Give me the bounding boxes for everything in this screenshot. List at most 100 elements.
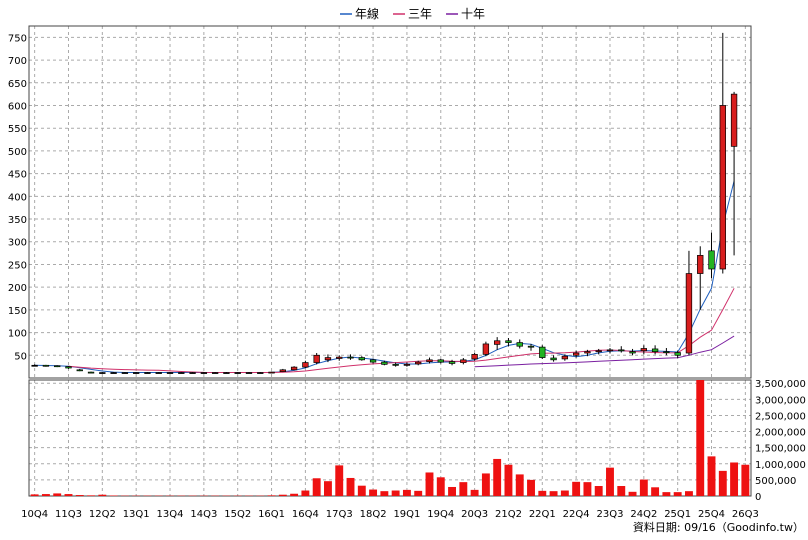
- volume-bar: [493, 458, 502, 496]
- volume-tick-label: 2,000,000: [755, 428, 806, 439]
- candle-body: [527, 345, 535, 348]
- x-tick-label: 21Q2: [495, 509, 522, 520]
- volume-bar: [639, 479, 648, 496]
- candle-body: [155, 372, 162, 374]
- volume-bar: [41, 494, 50, 496]
- candle-body: [76, 369, 83, 372]
- volume-bar: [312, 478, 321, 496]
- volume-bar: [75, 495, 84, 496]
- candle-body: [65, 366, 72, 369]
- volume-bar: [357, 485, 366, 496]
- volume-bar: [324, 481, 332, 496]
- x-tick-label: 20Q3: [461, 509, 488, 520]
- price-tick-label: 300: [8, 238, 27, 249]
- volume-bar: [335, 465, 344, 496]
- legend: 年線 三年 十年: [340, 6, 485, 21]
- candle-body: [42, 364, 50, 367]
- candle-body: [302, 362, 309, 368]
- volume-tick-label: 1,500,000: [755, 444, 806, 455]
- volume-plot-frame: [28, 379, 752, 497]
- candle-body: [358, 357, 365, 361]
- volume-bar: [425, 472, 434, 496]
- candle-body: [426, 359, 433, 362]
- volume-bar: [391, 490, 400, 496]
- x-tick-label: 12Q2: [89, 509, 116, 520]
- volume-bar: [594, 486, 603, 496]
- x-tick-label: 17Q3: [326, 509, 353, 520]
- volume-bar: [414, 490, 423, 496]
- price-tick-label: 50: [14, 351, 27, 362]
- candle-body: [448, 361, 456, 364]
- candle-body: [257, 372, 264, 374]
- candle-body: [516, 342, 523, 347]
- volume-bar: [369, 489, 378, 496]
- x-tick-label: 15Q2: [224, 509, 251, 520]
- source-date-label: 資料日期: 09/16（Goodinfo.tw）: [633, 520, 804, 534]
- volume-bar: [504, 464, 513, 496]
- volume-bar: [64, 494, 73, 496]
- candle-body: [245, 372, 253, 374]
- price-tick-label: 700: [8, 56, 27, 67]
- price-tick-label: 250: [8, 260, 27, 271]
- candle-body: [471, 354, 478, 360]
- volume-bar: [741, 464, 750, 496]
- x-tick-label: 19Q4: [427, 509, 454, 520]
- candle-body: [730, 93, 738, 147]
- x-tick-label: 25Q1: [664, 509, 691, 520]
- candle-body: [110, 372, 117, 374]
- candle-body: [54, 365, 61, 368]
- plot-frames: [28, 25, 752, 497]
- candle-body: [663, 351, 670, 354]
- price-plot-frame: [28, 25, 752, 379]
- candle-body: [550, 357, 557, 361]
- volume-bar: [87, 495, 95, 496]
- candle-body: [685, 273, 693, 354]
- x-tick-label: 10Q4: [21, 509, 48, 520]
- x-tick-label: 23Q3: [597, 509, 624, 520]
- candle-body: [403, 364, 411, 366]
- volume-bar: [527, 479, 535, 496]
- volume-bar: [628, 491, 637, 496]
- candle-body: [347, 356, 354, 359]
- candle-body: [381, 361, 388, 365]
- volume-bar: [436, 477, 445, 496]
- volume-bar: [549, 491, 558, 496]
- candle-body: [133, 372, 140, 374]
- x-tick-label: 26Q3: [732, 509, 759, 520]
- candle-body: [697, 255, 704, 274]
- x-tick-label: 19Q1: [393, 509, 420, 520]
- candle-body: [708, 250, 715, 270]
- candle-body: [392, 364, 399, 366]
- x-tick-label: 11Q3: [55, 509, 82, 520]
- x-tick-label: 25Q4: [698, 509, 725, 520]
- candle-body: [87, 371, 95, 374]
- volume-bar: [707, 456, 716, 496]
- candle-body: [99, 372, 106, 374]
- volume-bar: [617, 486, 626, 496]
- volume-tick-label: 3,500,000: [755, 379, 806, 390]
- volume-bar: [538, 490, 547, 496]
- x-tick-label: 22Q4: [563, 509, 590, 520]
- volume-bar: [673, 492, 682, 496]
- volume-bar: [730, 462, 739, 496]
- candle-body: [189, 372, 196, 374]
- volume-bar: [459, 482, 468, 496]
- axes: 50 100 150 200 250 300 350 400 450 500 550 600 650 70…: [8, 33, 806, 520]
- candle-body: [336, 356, 343, 359]
- ma-line-1: [34, 180, 735, 373]
- candle-body: [415, 361, 422, 365]
- legend-label: 三年: [408, 7, 432, 21]
- candle-body: [234, 372, 241, 374]
- candle-body: [719, 105, 726, 270]
- candle-body: [572, 352, 580, 356]
- candle-body: [211, 372, 219, 374]
- candle-body: [437, 359, 444, 363]
- volume-bar: [515, 474, 524, 496]
- candle-body: [561, 355, 569, 360]
- candle-body: [223, 372, 230, 374]
- volume-bar: [685, 491, 693, 496]
- candle-body: [618, 349, 625, 352]
- volume-bar: [572, 481, 581, 496]
- legend-label: 十年: [461, 7, 485, 21]
